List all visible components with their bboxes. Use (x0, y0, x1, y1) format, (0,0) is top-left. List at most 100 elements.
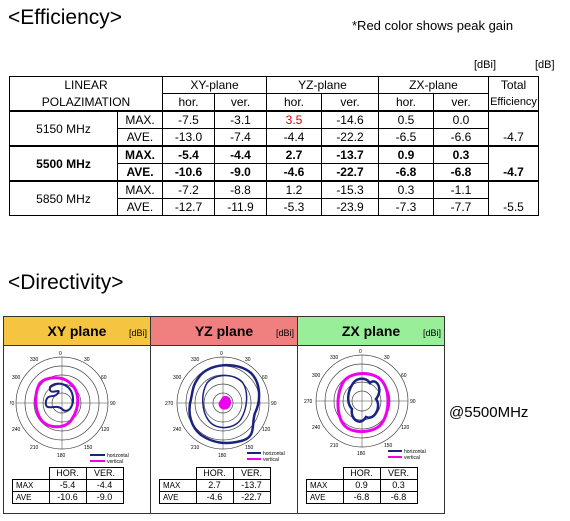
yz-plane-panel: YZ plane [dBi] 0 30 60 90 120 150 180 21… (150, 316, 298, 514)
row-label-max: MAX. (117, 110, 163, 129)
vertical-pattern (34, 376, 80, 429)
cell: -10.6 (162, 163, 215, 182)
header-yz-ver: ver. (321, 93, 379, 112)
cell: -7.5 (162, 110, 215, 129)
polar-plot: 0 30 60 90 120 150 180 210 240 270 300 3… (304, 349, 426, 461)
cell: -22.7 (321, 163, 379, 182)
table-corner (307, 468, 344, 480)
legend-horizontal: horizontal (107, 453, 129, 459)
freq-5500: 5500 MHz (9, 145, 118, 182)
cell: -22.7 (232, 491, 271, 504)
col-ver: VER. (85, 467, 124, 480)
cell: -22.2 (321, 128, 379, 147)
cell: -13.7 (321, 145, 379, 164)
unit-dbi-label: [dBi] (474, 59, 497, 71)
polar-plot: 0 30 60 90 120 150 180 210 240 270 300 3… (10, 351, 129, 465)
cell: 0.3 (378, 180, 434, 199)
angle-label: 210 (330, 443, 339, 449)
freq-5150: 5150 MHz (9, 110, 118, 147)
angle-label: 180 (57, 453, 66, 459)
cell: -9.0 (214, 163, 267, 182)
cell: 0.3 (433, 145, 489, 164)
angle-label: 120 (401, 425, 410, 431)
cell: -8.8 (214, 180, 267, 199)
angle-label: 150 (245, 445, 254, 451)
row-label-ave: AVE. (117, 128, 163, 147)
row-max: MAX (159, 479, 197, 492)
panel-gain-table: HOR. VER. MAX 0.9 0.3 AVE -6.8 -6.8 (306, 467, 418, 504)
col-ver: VER. (232, 467, 271, 480)
panel-gain-table: HOR. VER. MAX -5.4 -4.4 AVE -10.6 -9.0 (12, 467, 124, 504)
legend-vertical: vertical (263, 457, 279, 463)
row-ave: AVE (306, 491, 344, 504)
cell: -23.9 (321, 198, 379, 216)
cell: -6.6 (433, 128, 489, 147)
cell: -4.4 (85, 479, 124, 492)
unit-db-label: [dB] (535, 59, 555, 71)
peak-gain-note: *Red color shows peak gain (352, 18, 514, 33)
cell: -5.3 (266, 198, 322, 216)
angle-label: 0 (359, 349, 362, 355)
row-ave: AVE (159, 491, 197, 504)
cell: -5.4 (162, 145, 215, 164)
horizontal-pattern (188, 364, 261, 445)
cell: 0.3 (379, 479, 418, 492)
panel-title: ZX plane (341, 323, 401, 339)
vertical-pattern (336, 372, 390, 433)
cell: -6.8 (378, 163, 434, 182)
header-zx-ver: ver. (433, 93, 489, 112)
angle-label: 270 (304, 399, 313, 405)
col-hor: HOR. (342, 467, 381, 480)
cell: -9.0 (85, 491, 124, 504)
angle-label: 60 (401, 373, 407, 379)
horizontal-pattern (347, 377, 381, 423)
angle-label: 90 (110, 401, 116, 407)
frequency-note: @5500MHz (449, 404, 529, 421)
cell: 0.9 (378, 145, 434, 164)
header-zx-hor: hor. (378, 93, 434, 112)
header-xy-hor: hor. (162, 93, 215, 112)
col-hor: HOR. (48, 467, 87, 480)
angle-label: 30 (245, 357, 251, 363)
angle-label: 30 (384, 355, 390, 361)
efficiency-table: LINEAR XY-plane YZ-plane ZX-plane Total … (9, 76, 539, 216)
row-ave: AVE (12, 491, 50, 504)
cell: 1.2 (266, 180, 322, 199)
cell: -15.3 (321, 180, 379, 199)
cell: -6.8 (342, 491, 381, 504)
row-label-ave: AVE. (117, 198, 163, 216)
cell: -7.2 (162, 180, 215, 199)
row-label-ave: AVE. (117, 163, 163, 182)
legend-horizontal: horizontal (263, 451, 285, 457)
cell: -6.5 (378, 128, 434, 147)
peak-gain-cell: 3.5 (266, 110, 322, 129)
cell: -4.6 (195, 491, 234, 504)
cell: -6.8 (379, 491, 418, 504)
panel-unit: [dBi] (128, 328, 147, 338)
angle-label: 30 (84, 357, 90, 363)
total-blank (488, 110, 539, 129)
angle-label: 120 (262, 427, 271, 433)
row-max: MAX (12, 479, 50, 492)
panel-unit: [dBi] (275, 328, 294, 338)
panel-title: YZ plane (194, 323, 254, 339)
angle-label: 180 (357, 451, 366, 457)
header-yz-plane: YZ-plane (266, 76, 379, 94)
horizontal-pattern-inner (202, 374, 248, 429)
cell: -7.7 (433, 198, 489, 216)
cell: -4.4 (214, 145, 267, 164)
panel-header: XY plane [dBi] (4, 317, 150, 346)
angle-label: 330 (191, 357, 200, 363)
angle-label: 330 (330, 355, 339, 361)
header-zx-plane: ZX-plane (378, 76, 489, 94)
total-blank (488, 145, 539, 164)
angle-label: 0 (220, 351, 223, 357)
panel-gain-table: HOR. VER. MAX 2.7 -13.7 AVE -4.6 -22.7 (159, 467, 271, 504)
angle-label: 210 (191, 445, 200, 451)
cell: 0.0 (433, 110, 489, 129)
angle-label: 300 (12, 375, 21, 381)
total-efficiency: -5.5 (488, 198, 539, 216)
vertical-pattern (218, 396, 232, 410)
total-efficiency: -4.7 (488, 128, 539, 147)
row-label-max: MAX. (117, 180, 163, 199)
